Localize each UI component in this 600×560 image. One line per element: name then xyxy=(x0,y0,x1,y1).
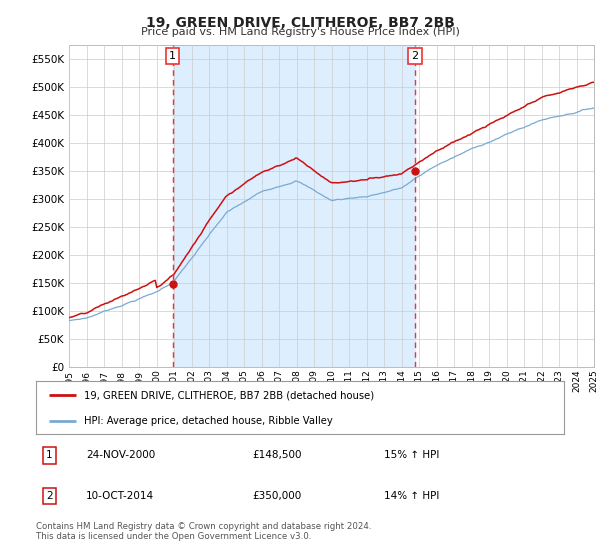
Text: 24-NOV-2000: 24-NOV-2000 xyxy=(86,450,155,460)
Text: 15% ↑ HPI: 15% ↑ HPI xyxy=(385,450,440,460)
Text: 14% ↑ HPI: 14% ↑ HPI xyxy=(385,491,440,501)
Text: 1: 1 xyxy=(169,51,176,61)
Text: Price paid vs. HM Land Registry's House Price Index (HPI): Price paid vs. HM Land Registry's House … xyxy=(140,27,460,37)
Text: 19, GREEN DRIVE, CLITHEROE, BB7 2BB: 19, GREEN DRIVE, CLITHEROE, BB7 2BB xyxy=(146,16,454,30)
Text: 1: 1 xyxy=(46,450,53,460)
Text: 2: 2 xyxy=(46,491,53,501)
Text: Contains HM Land Registry data © Crown copyright and database right 2024.
This d: Contains HM Land Registry data © Crown c… xyxy=(36,522,371,542)
Text: £350,000: £350,000 xyxy=(253,491,302,501)
Text: HPI: Average price, detached house, Ribble Valley: HPI: Average price, detached house, Ribb… xyxy=(83,416,332,426)
Text: 2: 2 xyxy=(412,51,419,61)
Bar xyxy=(173,45,415,367)
Text: 10-OCT-2014: 10-OCT-2014 xyxy=(86,491,154,501)
Text: 19, GREEN DRIVE, CLITHEROE, BB7 2BB (detached house): 19, GREEN DRIVE, CLITHEROE, BB7 2BB (det… xyxy=(83,390,374,400)
Text: £148,500: £148,500 xyxy=(253,450,302,460)
